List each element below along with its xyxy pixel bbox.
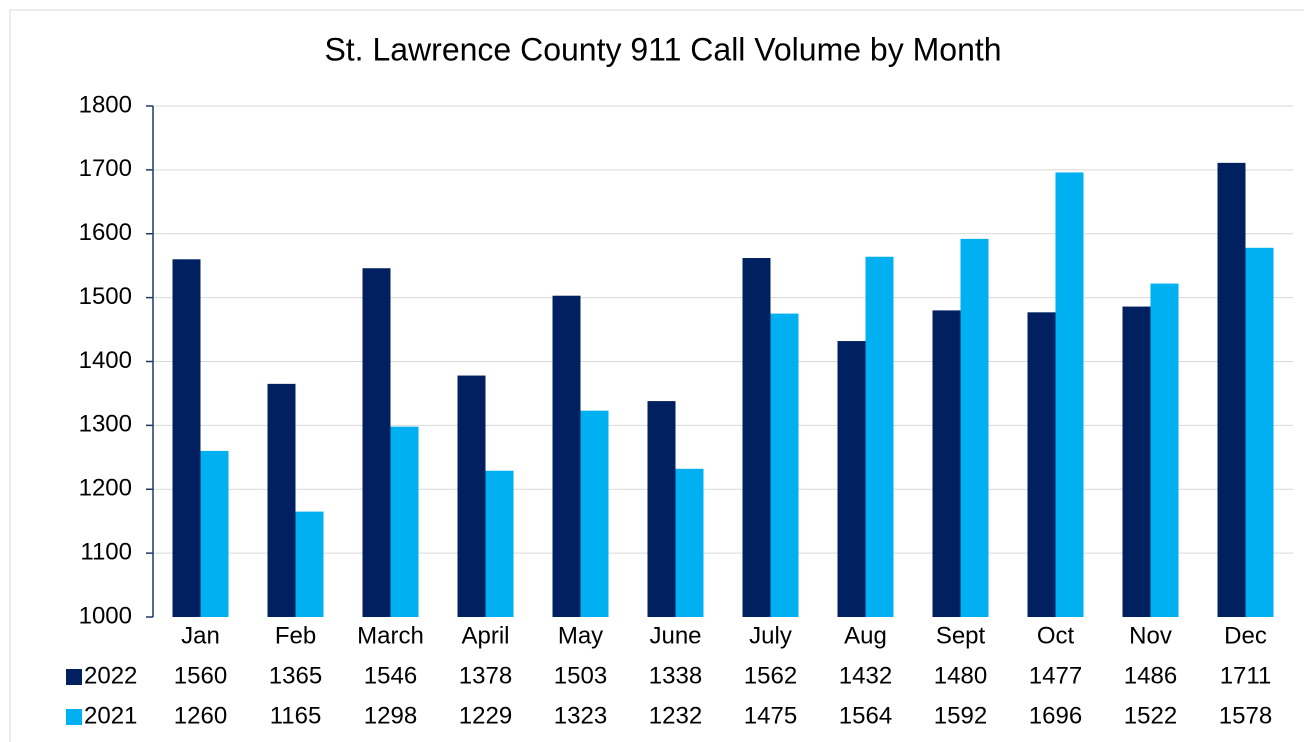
x-tick-label: Sept (936, 622, 986, 649)
table-value: 1711 (1220, 662, 1272, 689)
bar (1027, 312, 1056, 617)
bar (742, 258, 771, 617)
table-value: 1480 (934, 662, 987, 689)
bar (960, 238, 989, 618)
table-value: 1338 (649, 662, 702, 689)
x-tick-label: March (357, 622, 424, 649)
bar (865, 256, 894, 617)
table-value: 1229 (459, 702, 512, 729)
bar (485, 470, 514, 617)
bar (1217, 162, 1246, 617)
x-tick-label: April (461, 622, 509, 649)
bar (1150, 283, 1179, 617)
x-tick-label: Oct (1037, 622, 1075, 649)
y-tick-label: 1700 (79, 155, 132, 182)
x-tick-label: June (649, 622, 701, 649)
bar (552, 295, 581, 617)
bar (770, 313, 799, 617)
table-value: 1560 (174, 662, 227, 689)
bar (932, 310, 961, 617)
table-value: 1562 (744, 662, 797, 689)
bar (457, 375, 486, 617)
bar (675, 468, 704, 617)
x-tick-label: Feb (275, 622, 316, 649)
x-tick-label: Dec (1224, 622, 1267, 649)
table-value: 1232 (649, 702, 702, 729)
x-tick-label: Jan (181, 622, 220, 649)
table-value: 1378 (459, 662, 512, 689)
y-tick-label: 1300 (79, 411, 132, 438)
table-value: 1298 (364, 702, 417, 729)
table-value: 1522 (1124, 702, 1177, 729)
bar (1122, 306, 1151, 617)
bar (390, 426, 419, 617)
legend-swatch (66, 709, 82, 725)
bar (295, 511, 324, 617)
table-value: 1365 (269, 662, 322, 689)
bar (1245, 247, 1274, 618)
bar (837, 341, 866, 617)
y-tick-label: 1000 (79, 602, 132, 629)
y-tick-label: 1400 (79, 347, 132, 374)
bar (200, 450, 229, 617)
legend-label: 2021 (84, 702, 137, 729)
table-value: 1260 (174, 702, 227, 729)
y-tick-label: 1100 (80, 538, 132, 565)
table-value: 1696 (1029, 702, 1082, 729)
x-tick-label: July (749, 622, 792, 649)
table-value: 1165 (270, 702, 322, 729)
bar (172, 259, 201, 617)
bar (1055, 172, 1084, 617)
table-value: 1475 (744, 702, 797, 729)
y-tick-label: 1600 (79, 219, 132, 246)
chart-title: St. Lawrence County 911 Call Volume by M… (324, 31, 1001, 67)
table-value: 1477 (1029, 662, 1082, 689)
table-value: 1323 (554, 702, 607, 729)
table-value: 1592 (934, 702, 987, 729)
chart-border (9, 9, 1304, 742)
x-tick-label: Aug (844, 622, 887, 649)
y-tick-label: 1800 (79, 91, 132, 118)
table-value: 1578 (1219, 702, 1272, 729)
legend-label: 2022 (84, 662, 137, 689)
bar (580, 410, 609, 617)
table-value: 1486 (1124, 662, 1177, 689)
table-value: 1503 (554, 662, 607, 689)
table-value: 1432 (839, 662, 892, 689)
table-value: 1546 (364, 662, 417, 689)
bar (267, 383, 296, 617)
y-tick-label: 1500 (79, 283, 132, 310)
x-tick-label: Nov (1129, 622, 1172, 649)
bar (362, 268, 391, 617)
x-tick-label: May (558, 622, 603, 649)
legend-swatch (66, 669, 82, 685)
table-value: 1564 (839, 702, 892, 729)
bar (647, 401, 676, 617)
y-tick-label: 1200 (79, 475, 132, 502)
